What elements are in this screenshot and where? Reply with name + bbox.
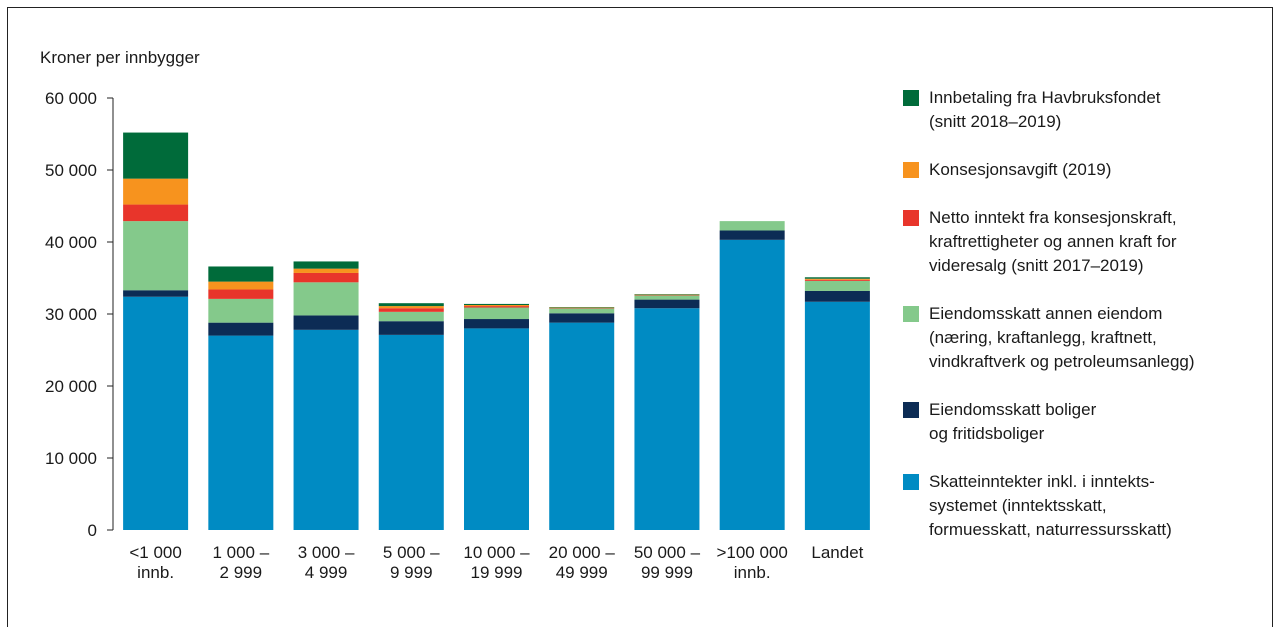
legend-swatch bbox=[903, 162, 919, 178]
y-axis: 0 10 000 20 000 30 000 40 000 50 000 60 000 bbox=[45, 89, 113, 540]
bar-segment bbox=[379, 303, 444, 306]
bar-segment bbox=[805, 302, 870, 530]
bar-segment bbox=[294, 330, 359, 530]
legend-swatch bbox=[903, 306, 919, 322]
bar-segment bbox=[294, 261, 359, 268]
bar-segment bbox=[123, 179, 188, 205]
x-tick-label: 50 000 –99 999 bbox=[634, 543, 701, 582]
bar-segment bbox=[634, 294, 699, 295]
bar-segment bbox=[464, 319, 529, 328]
y-tick-label: 50 000 bbox=[45, 161, 97, 180]
legend-swatch bbox=[903, 210, 919, 226]
bar-segment bbox=[123, 290, 188, 296]
bar-segment bbox=[805, 291, 870, 302]
bar-segment bbox=[549, 308, 614, 313]
bar-segment bbox=[208, 336, 273, 530]
x-tick-label: 3 000 –4 999 bbox=[298, 543, 355, 582]
bar-segment bbox=[208, 282, 273, 290]
bar-segment bbox=[464, 305, 529, 306]
bar-segment bbox=[208, 323, 273, 336]
x-tick-label: 20 000 –49 999 bbox=[549, 543, 616, 582]
legend-label: Eiendomsskatt boliger og fritidsboliger bbox=[929, 398, 1096, 446]
bar-segment bbox=[208, 266, 273, 281]
y-tick-label: 60 000 bbox=[45, 89, 97, 108]
y-tick-label: 20 000 bbox=[45, 377, 97, 396]
x-tick-label: 10 000 –19 999 bbox=[463, 543, 530, 582]
bar-segment bbox=[379, 306, 444, 308]
bar-segment bbox=[549, 313, 614, 322]
x-tick-label: <1 000 innb. bbox=[129, 543, 181, 582]
legend-swatch bbox=[903, 90, 919, 106]
bar-segment bbox=[634, 308, 699, 530]
bar-segment bbox=[208, 290, 273, 299]
y-tick-label: 0 bbox=[88, 521, 97, 540]
legend-swatch bbox=[903, 402, 919, 418]
bar-segment bbox=[464, 308, 529, 320]
bar-segment bbox=[464, 328, 529, 530]
x-tick-label: 5 000 –9 999 bbox=[383, 543, 440, 582]
y-axis-title: Kroner per innbygger bbox=[40, 48, 200, 67]
bar-segment bbox=[294, 273, 359, 282]
y-tick-label: 10 000 bbox=[45, 449, 97, 468]
bar-segment bbox=[379, 312, 444, 321]
bar-segment bbox=[805, 280, 870, 281]
bar-segment bbox=[720, 240, 785, 530]
bar-segment bbox=[549, 323, 614, 530]
bar-segment bbox=[805, 281, 870, 291]
y-tick-label: 40 000 bbox=[45, 233, 97, 252]
x-tick-label: 1 000 –2 999 bbox=[212, 543, 269, 582]
x-tick-label: Landet bbox=[811, 543, 863, 562]
bar-segment bbox=[294, 315, 359, 329]
legend-label: Konsesjonsavgift (2019) bbox=[929, 158, 1111, 182]
bar-segment bbox=[464, 304, 529, 305]
bar-segment bbox=[208, 299, 273, 323]
bar-segment bbox=[123, 221, 188, 290]
bar-segment bbox=[805, 279, 870, 280]
bar-segment bbox=[294, 269, 359, 273]
bar-segment bbox=[294, 282, 359, 315]
bar-segment bbox=[123, 297, 188, 530]
legend-swatch bbox=[903, 474, 919, 490]
x-axis-labels: <1 000 innb. 1 000 –2 999 3 000 –4 999 5 000… bbox=[129, 543, 863, 582]
bar-segment bbox=[720, 230, 785, 239]
bar-segment bbox=[634, 295, 699, 299]
legend-label: Netto inntekt fra konsesjonskraft, kraft… bbox=[929, 206, 1177, 278]
bar-segment bbox=[123, 133, 188, 179]
legend-label: Eiendomsskatt annen eiendom (næring, kra… bbox=[929, 302, 1195, 374]
bar-segment bbox=[123, 205, 188, 222]
bar-segment bbox=[379, 308, 444, 312]
bars bbox=[123, 133, 870, 530]
bar-segment bbox=[549, 307, 614, 308]
bar-segment bbox=[634, 300, 699, 309]
bar-segment bbox=[379, 335, 444, 530]
y-tick-label: 30 000 bbox=[45, 305, 97, 324]
bar-segment bbox=[379, 321, 444, 335]
bar-segment bbox=[805, 277, 870, 278]
x-tick-label: >100 000 innb. bbox=[716, 543, 787, 582]
legend-label: Innbetaling fra Havbruksfondet (snitt 20… bbox=[929, 86, 1161, 134]
bar-segment bbox=[720, 221, 785, 230]
legend-label: Skatteinntekter inkl. i inntekts- system… bbox=[929, 470, 1172, 542]
bar-segment bbox=[464, 306, 529, 307]
